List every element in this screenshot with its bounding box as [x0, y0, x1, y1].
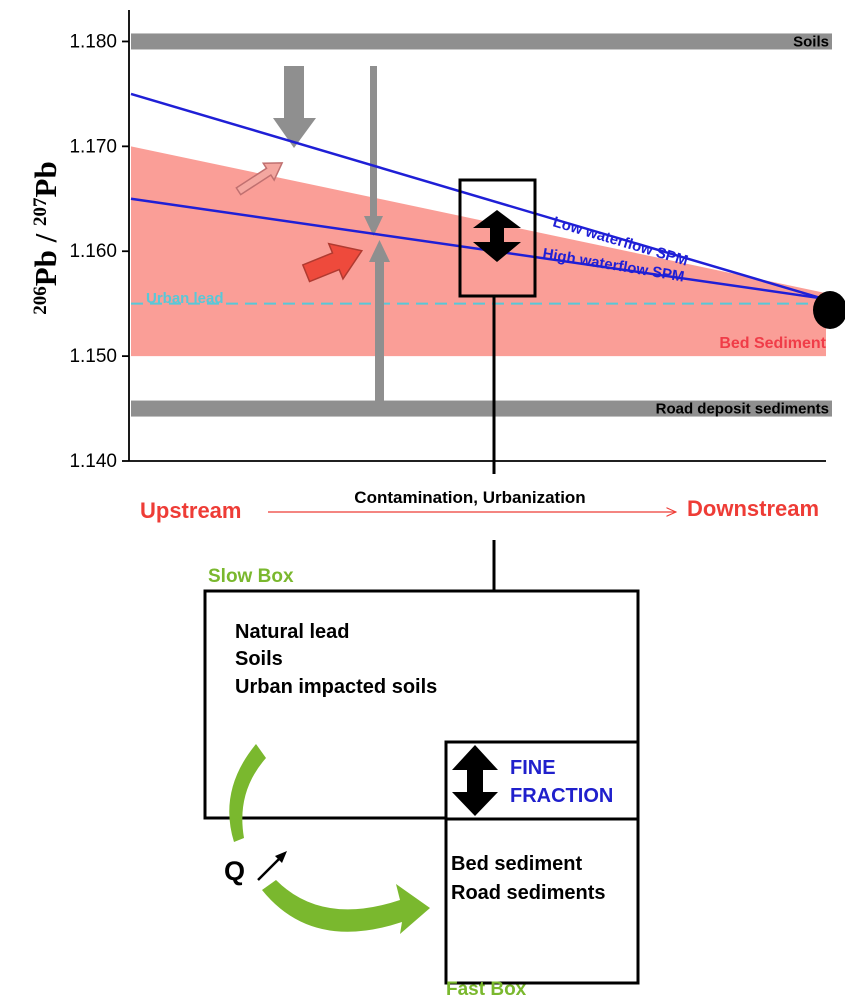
discharge-increase-arrow — [257, 855, 283, 881]
spm-lines — [130, 92, 823, 300]
bed-sediment-label: Bed Sediment — [719, 335, 826, 352]
fine-fraction-label: FRACTION — [510, 785, 613, 807]
downstream-endmember-dot — [813, 291, 845, 329]
gradient-label: Contamination, Urbanization — [354, 488, 585, 507]
mixing-double-arrow — [473, 210, 521, 262]
y-tick-label: 1.140 — [69, 451, 117, 472]
q-to-fast-arrow — [262, 880, 430, 934]
downstream-label: Downstream — [687, 496, 819, 521]
mixing-zone-box — [458, 178, 537, 298]
y-tick-label: 1.150 — [69, 346, 117, 367]
y-tick-label: 1.160 — [69, 241, 117, 262]
upstream-label: Upstream — [140, 498, 241, 523]
slow-box-item: Urban impacted soils — [235, 676, 437, 698]
y-axis-label: 206Pb / 207Pb — [28, 161, 63, 315]
small-pink-arrow — [235, 162, 284, 196]
slow-box-item: Natural lead — [235, 621, 349, 643]
slow-to-q-arrow — [229, 744, 266, 842]
discharge-increase-arrowhead — [275, 851, 287, 863]
large-pink-arrow — [301, 242, 364, 283]
slow-box-title: Slow Box — [208, 566, 294, 587]
soil-input-arrow — [273, 66, 316, 148]
fine-fraction-label: FINE — [510, 757, 556, 779]
band-label: Road deposit sediments — [656, 401, 829, 418]
spm-line — [130, 197, 823, 300]
slow-box-item: Soils — [235, 648, 283, 670]
band-label: Soils — [793, 33, 829, 50]
fast-box-item: Bed sediment — [451, 853, 582, 875]
y-tick-label: 1.180 — [69, 31, 117, 52]
slow-box — [203, 589, 640, 820]
urban-lead-label: Urban lead — [146, 290, 224, 307]
spm-line — [130, 92, 823, 300]
fine-fraction-arrow — [452, 745, 498, 816]
vertical-mixing-arrow — [364, 66, 390, 408]
fast-box-item: Road sediments — [451, 882, 605, 904]
bed-sediment-area — [131, 146, 826, 357]
reference-band — [131, 400, 832, 417]
reference-bands: Soils Road deposit sediments — [131, 33, 832, 418]
discharge-label: Q — [224, 856, 245, 886]
y-tick-label: 1.170 — [69, 136, 117, 157]
y-axis-ticks: 1.180 1.170 1.160 1.150 1.140 — [69, 31, 129, 472]
reference-band — [131, 33, 832, 50]
fast-box-title: Fast Box — [446, 979, 527, 1000]
